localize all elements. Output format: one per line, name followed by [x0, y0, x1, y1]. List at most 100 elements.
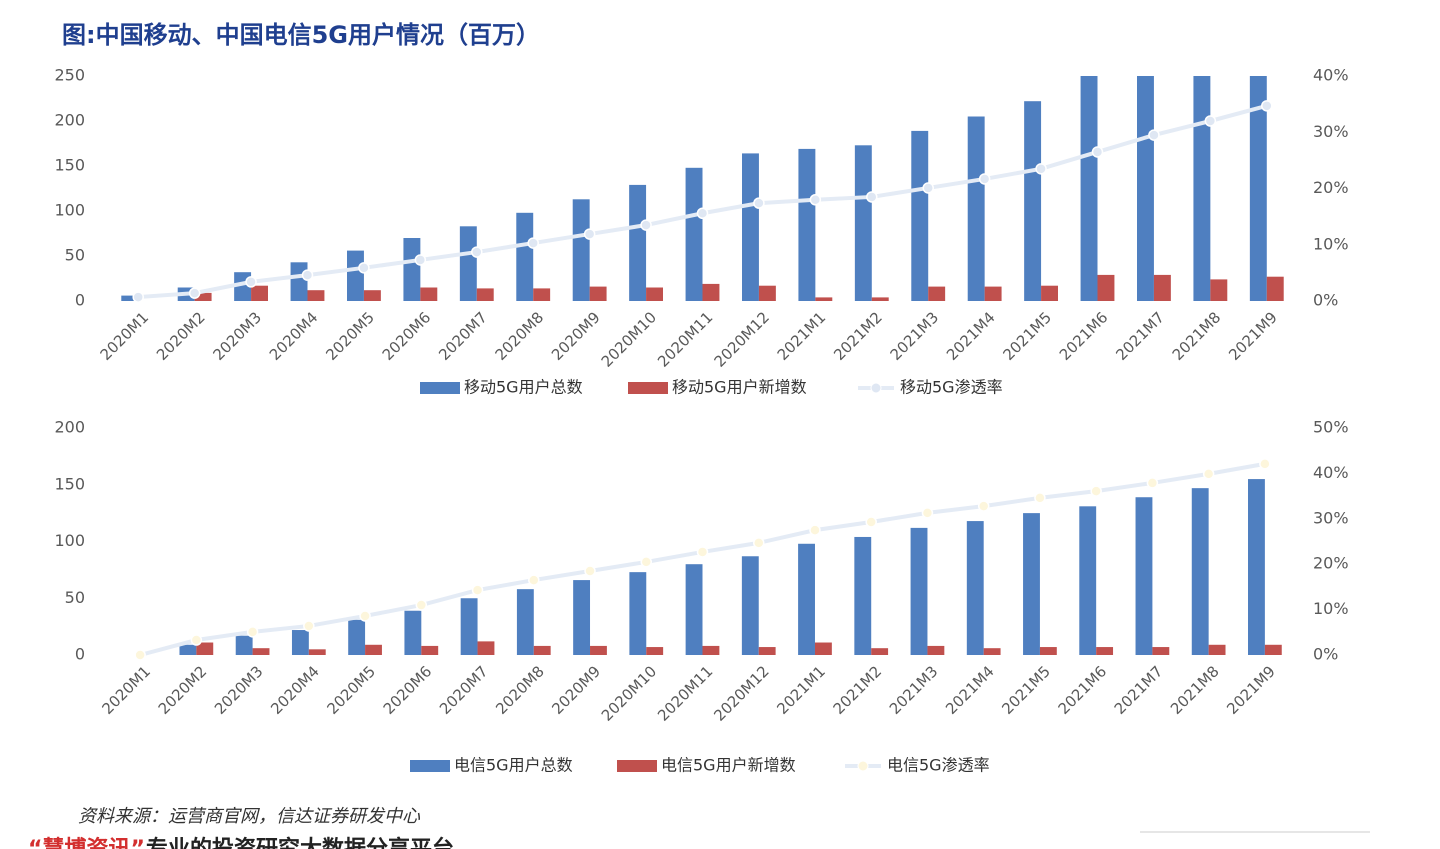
x-tick-label: 2020M7	[436, 662, 492, 718]
y-tick-label: 150	[54, 156, 85, 175]
legend-label: 移动5G渗透率	[900, 378, 1003, 397]
line-point	[696, 207, 709, 219]
x-tick-label: 2020M6	[380, 662, 436, 718]
x-tick-label: 2021M3	[887, 308, 943, 364]
line-point	[1261, 100, 1273, 112]
line-point	[1035, 163, 1047, 175]
bar	[1041, 285, 1058, 301]
x-tick-label: 2020M2	[155, 662, 211, 718]
x-tick-label: 2020M9	[548, 308, 604, 364]
y-tick-label: 0	[75, 291, 85, 310]
bar	[121, 295, 139, 301]
page-title: 图:中国移动、中国电信5G用户情况（百万）	[62, 21, 540, 49]
y2-tick-label: 40%	[1313, 66, 1349, 85]
line-point	[471, 584, 484, 596]
bar	[1249, 76, 1267, 302]
bar	[702, 283, 720, 301]
legend-label: 电信5G用户总数	[454, 756, 573, 775]
bar	[854, 536, 872, 655]
bar	[1079, 506, 1097, 655]
line-point	[188, 287, 201, 299]
bar	[1193, 76, 1211, 301]
line-point	[358, 262, 370, 274]
y2-tick-label: 20%	[1313, 554, 1349, 573]
line-point	[359, 610, 371, 622]
bar	[363, 290, 381, 301]
bar	[910, 527, 928, 655]
bar	[1191, 488, 1209, 655]
line-point	[809, 524, 821, 536]
line-point	[471, 246, 483, 258]
bar	[983, 648, 1001, 655]
bar	[629, 572, 647, 655]
x-tick-label: 2020M1	[97, 308, 153, 364]
bar	[1096, 647, 1114, 655]
bar	[291, 630, 309, 655]
bar	[1135, 497, 1153, 655]
line-point	[921, 507, 934, 519]
x-tick-label: 2021M1	[774, 308, 830, 364]
bar	[533, 288, 551, 301]
y2-tick-label: 30%	[1313, 122, 1349, 141]
y-tick-label: 150	[54, 474, 85, 493]
bar	[1153, 274, 1171, 301]
x-tick-label: 2021M6	[1056, 308, 1112, 364]
line-point	[414, 254, 427, 266]
x-tick-label: 2021M8	[1167, 662, 1223, 718]
line-point	[752, 537, 765, 549]
x-tick-label: 2021M2	[830, 308, 886, 364]
legend-swatch	[410, 760, 450, 772]
x-tick-label: 2020M2	[153, 308, 209, 364]
line-point	[528, 574, 540, 586]
line-point	[922, 182, 934, 194]
line-point	[865, 516, 877, 528]
x-tick-label: 2021M3	[886, 662, 942, 718]
y-tick-label: 200	[54, 111, 85, 130]
bar	[194, 292, 212, 301]
line-point	[978, 173, 991, 185]
y2-tick-label: 0%	[1313, 291, 1338, 310]
x-tick-label: 2021M7	[1111, 662, 1167, 718]
x-tick-label: 2020M11	[654, 308, 716, 370]
x-tick-label: 2020M10	[598, 308, 660, 370]
y2-tick-label: 10%	[1313, 234, 1349, 253]
legend-swatch	[628, 382, 668, 394]
line-point	[640, 556, 653, 568]
line-point	[1259, 458, 1271, 470]
legend-label: 电信5G用户新增数	[661, 756, 796, 775]
y2-tick-label: 10%	[1313, 599, 1349, 618]
bar	[854, 145, 872, 301]
legend-label: 移动5G用户新增数	[672, 378, 807, 397]
bar	[572, 199, 590, 301]
bar	[1039, 647, 1057, 655]
bar	[348, 619, 366, 655]
bar	[1208, 644, 1226, 655]
bar	[308, 649, 326, 655]
x-tick-label: 2020M7	[435, 308, 491, 364]
line-point	[1090, 485, 1102, 497]
y-tick-label: 100	[54, 531, 85, 550]
x-tick-label: 2021M9	[1223, 662, 1279, 718]
bar	[307, 290, 325, 301]
line-point	[753, 197, 765, 209]
x-tick-label: 2020M12	[710, 662, 772, 724]
bar	[1266, 276, 1284, 301]
bar	[533, 645, 551, 655]
line-point	[1204, 115, 1217, 127]
bar	[758, 285, 776, 301]
line-point	[584, 565, 596, 577]
y-tick-label: 250	[54, 66, 85, 85]
line-point	[527, 237, 539, 249]
bar	[871, 648, 889, 655]
bar	[590, 645, 607, 655]
x-tick-label: 2020M8	[492, 662, 548, 718]
x-tick-label: 2021M7	[1112, 308, 1168, 364]
bar	[460, 598, 478, 655]
line-point	[132, 291, 144, 303]
bar	[1097, 274, 1115, 301]
x-tick-label: 2020M3	[209, 308, 265, 364]
x-tick-label: 2021M2	[830, 662, 886, 718]
bar	[459, 226, 477, 301]
y2-tick-label: 20%	[1313, 178, 1349, 197]
bar	[252, 648, 270, 655]
